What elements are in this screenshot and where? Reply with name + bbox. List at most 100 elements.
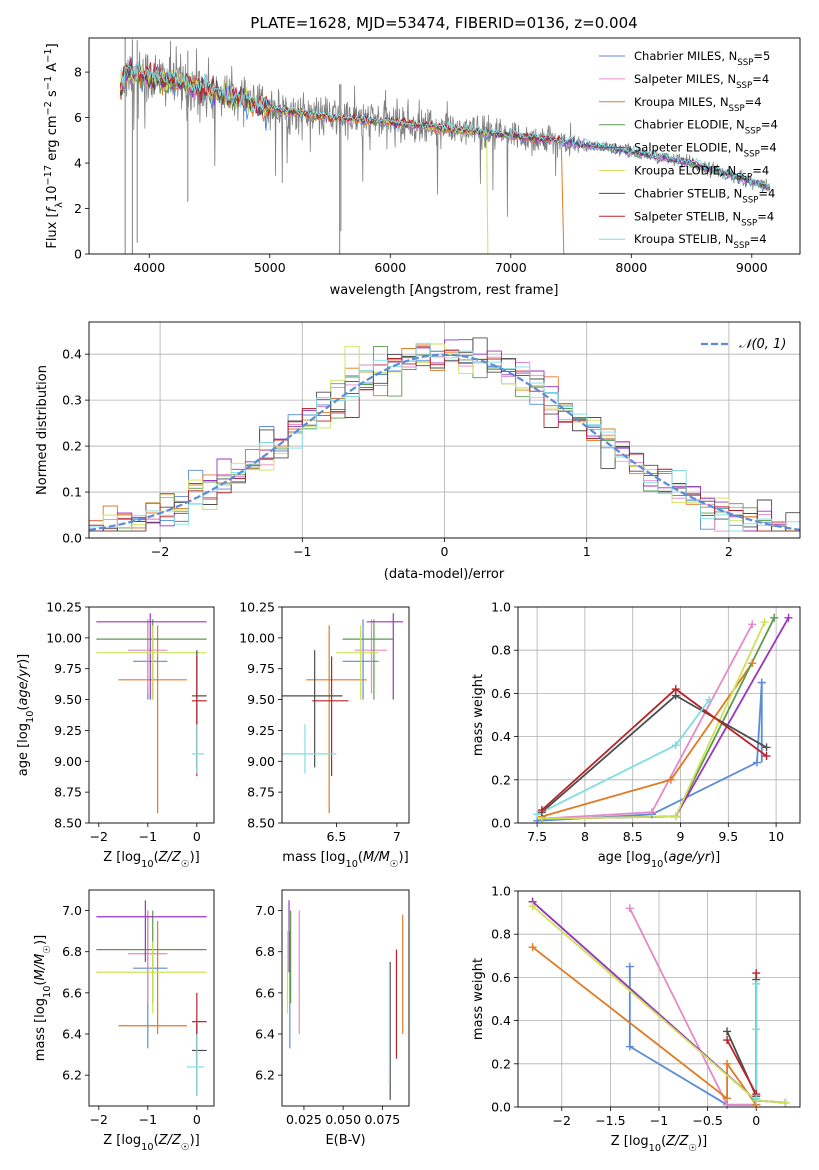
spectrum-legend-label: Salpeter STELIB, NSSP=4: [634, 209, 774, 228]
weight_vs_age-xtick-label: 10: [768, 829, 784, 844]
spectrum-model-dropoff: [486, 140, 489, 254]
weight_vs_age-ylabel: mass weight: [471, 674, 486, 756]
spectrum-legend-label: Salpeter ELODIE, NSSP=4: [634, 141, 777, 160]
spectrum-model-dropoff: [560, 147, 565, 254]
weight_vs_Z-series-marker: [752, 969, 761, 978]
spectrum-xtick-label: 5000: [254, 260, 286, 275]
age_vs_mass-xtick-label: 6.5: [326, 829, 346, 844]
weight_vs_Z-ytick-label: 0.0: [491, 1100, 511, 1115]
residuals-ytick-label: 0.1: [62, 485, 82, 500]
spectrum-legend-label: Kroupa MILES, NSSP=4: [634, 95, 762, 114]
age_vs_mass-xtick-label: 7: [393, 829, 401, 844]
mass_vs_ebv-xlabel: E(B-V): [325, 1133, 365, 1148]
weight_vs_Z-ytick-label: 0.6: [491, 970, 511, 985]
age_vs_Z-ytick-label: 8.50: [54, 816, 82, 831]
residuals-ytick-label: 0.0: [62, 531, 82, 546]
mass_vs_Z-ytick-label: 6.6: [62, 985, 82, 1000]
weight_vs_Z-series-marker: [625, 904, 634, 913]
mass_vs_Z-xlabel: Z [log10(Z/Z☉)]: [103, 1133, 200, 1153]
weight_vs_age-xtick-label: 7.5: [527, 829, 547, 844]
age_vs_mass-ytick-label: 9.00: [247, 754, 275, 769]
weight_vs_Z-ylabel: mass weight: [471, 958, 486, 1040]
spectrum-xlabel: wavelength [Angstrom, rest frame]: [330, 283, 559, 298]
weight_vs_age-ytick-label: 0.4: [491, 729, 511, 744]
spectrum-legend-label: Salpeter MILES, NSSP=4: [634, 72, 769, 91]
weight_vs_age-series-marker: [757, 678, 766, 687]
weight_vs_age-series-marker: [784, 613, 793, 622]
weight_vs_Z-series-marker: [528, 902, 537, 911]
weight_vs_age-xtick-label: 8: [581, 829, 589, 844]
age_vs_Z-ytick-label: 8.75: [54, 785, 82, 800]
weight_vs_Z-series-marker: [625, 962, 634, 971]
weight_vs_age-series-marker: [671, 812, 680, 821]
weight_vs_Z-series-marker: [528, 943, 537, 952]
spectrum-ytick-label: 6: [74, 110, 82, 125]
weight_vs_Z-ytick-label: 0.4: [491, 1013, 511, 1028]
weight_vs_age-axes: [518, 606, 800, 824]
weight_vs_age-series-marker: [762, 752, 771, 761]
age_vs_mass-plot-area: [282, 613, 403, 814]
weight_vs_Z-xtick-label: −1.5: [595, 1113, 625, 1128]
mass_vs_ebv-xtick-label: 0.075: [364, 1112, 400, 1127]
weight_vs_age-series-marker: [647, 808, 656, 817]
weight_vs_Z-ytick-label: 1.0: [491, 884, 511, 899]
spectrum-legend-label: Chabrier ELODIE, NSSP=4: [634, 118, 778, 137]
weight_vs_age-series-marker: [705, 695, 714, 704]
residuals-ytick-label: 0.2: [62, 439, 82, 454]
residuals-xtick-label: −1: [293, 544, 311, 559]
mass_vs_ebv-ytick-label: 6.4: [255, 1027, 275, 1042]
mass_vs_Z-frame: [88, 889, 215, 1107]
age_vs_Z-xtick-label: −2: [90, 829, 108, 844]
residual-histogram-kroupa-miles: [89, 344, 800, 532]
spectrum-plot-area: [119, 38, 771, 254]
weight_vs_Z-ytick-label: 0.2: [491, 1056, 511, 1071]
spectrum-xtick-label: 9000: [736, 260, 768, 275]
weight_vs_Z-series-marker: [752, 1094, 761, 1103]
weight_vs_Z-series-marker: [723, 1094, 732, 1103]
mass_vs_Z-xtick-label: −1: [139, 1112, 157, 1127]
weight_vs_age-series-marker: [533, 810, 542, 819]
age_vs_mass-ytick-label: 10.00: [239, 630, 275, 645]
residuals-xtick-label: 2: [725, 544, 733, 559]
weight_vs_age-series-marker: [537, 806, 546, 815]
age_vs_mass-frame: [281, 606, 410, 824]
spectrum-ytick-label: 2: [74, 201, 82, 216]
weight_vs_age-xtick-label: 9.5: [718, 829, 738, 844]
age_vs_mass-ytick-label: 10.25: [239, 600, 275, 615]
weight_vs_Z-series-marker: [752, 1025, 761, 1034]
weight_vs_age-series-marker: [760, 618, 769, 627]
residuals-xtick-label: −2: [151, 544, 169, 559]
spectrum-ytick-label: 4: [74, 156, 82, 171]
residuals-ytick-label: 0.4: [62, 347, 82, 362]
weight_vs_age-ytick-label: 0.6: [491, 686, 511, 701]
residuals-frame: [88, 321, 801, 539]
mass_vs_Z-ylabel: mass [log10(M/M☉)]: [33, 935, 53, 1061]
spectrum-frame: [88, 37, 801, 255]
weight_vs_Z-ytick-label: 0.8: [491, 927, 511, 942]
weight_vs_age-series-marker: [748, 659, 757, 668]
spectrum-legend-label: Kroupa ELODIE, NSSP=4: [634, 164, 769, 183]
weight_vs_Z-xtick-label: −1: [650, 1113, 668, 1128]
spectrum-xtick-label: 7000: [495, 260, 527, 275]
age_vs_mass-ytick-label: 9.75: [247, 661, 275, 676]
weight_vs_age-series-marker: [671, 741, 680, 750]
mass_vs_Z-ytick-label: 6.2: [62, 1068, 82, 1083]
residual-xlabel: (data-model)/error: [384, 567, 505, 582]
weight_vs_Z-xtick-label: 0: [752, 1113, 760, 1128]
age_vs_Z-ytick-label: 9.00: [54, 754, 82, 769]
weight_vs_age-frame: [517, 606, 801, 824]
weight_vs_Z-xlabel: Z [log10(Z/Z☉)]: [611, 1134, 708, 1154]
weight_vs_Z-series-marker: [752, 979, 761, 988]
weight_vs_Z-xtick-label: −0.5: [692, 1113, 722, 1128]
age_vs_Z-plot-area: [96, 613, 207, 814]
spectrum-ytick-label: 0: [74, 247, 82, 262]
weight_vs_age-xtick-label: 8.5: [623, 829, 643, 844]
residual-legend-label: 𝒩(0, 1): [739, 337, 786, 352]
weight_vs_Z-series-marker: [625, 1042, 634, 1051]
spectrum-xtick-label: 6000: [374, 260, 406, 275]
weight_vs_age-ytick-label: 0.2: [491, 772, 511, 787]
residual-histogram-kroupa-elodie: [89, 343, 800, 532]
mass_vs_Z-xtick-label: −2: [90, 1112, 108, 1127]
